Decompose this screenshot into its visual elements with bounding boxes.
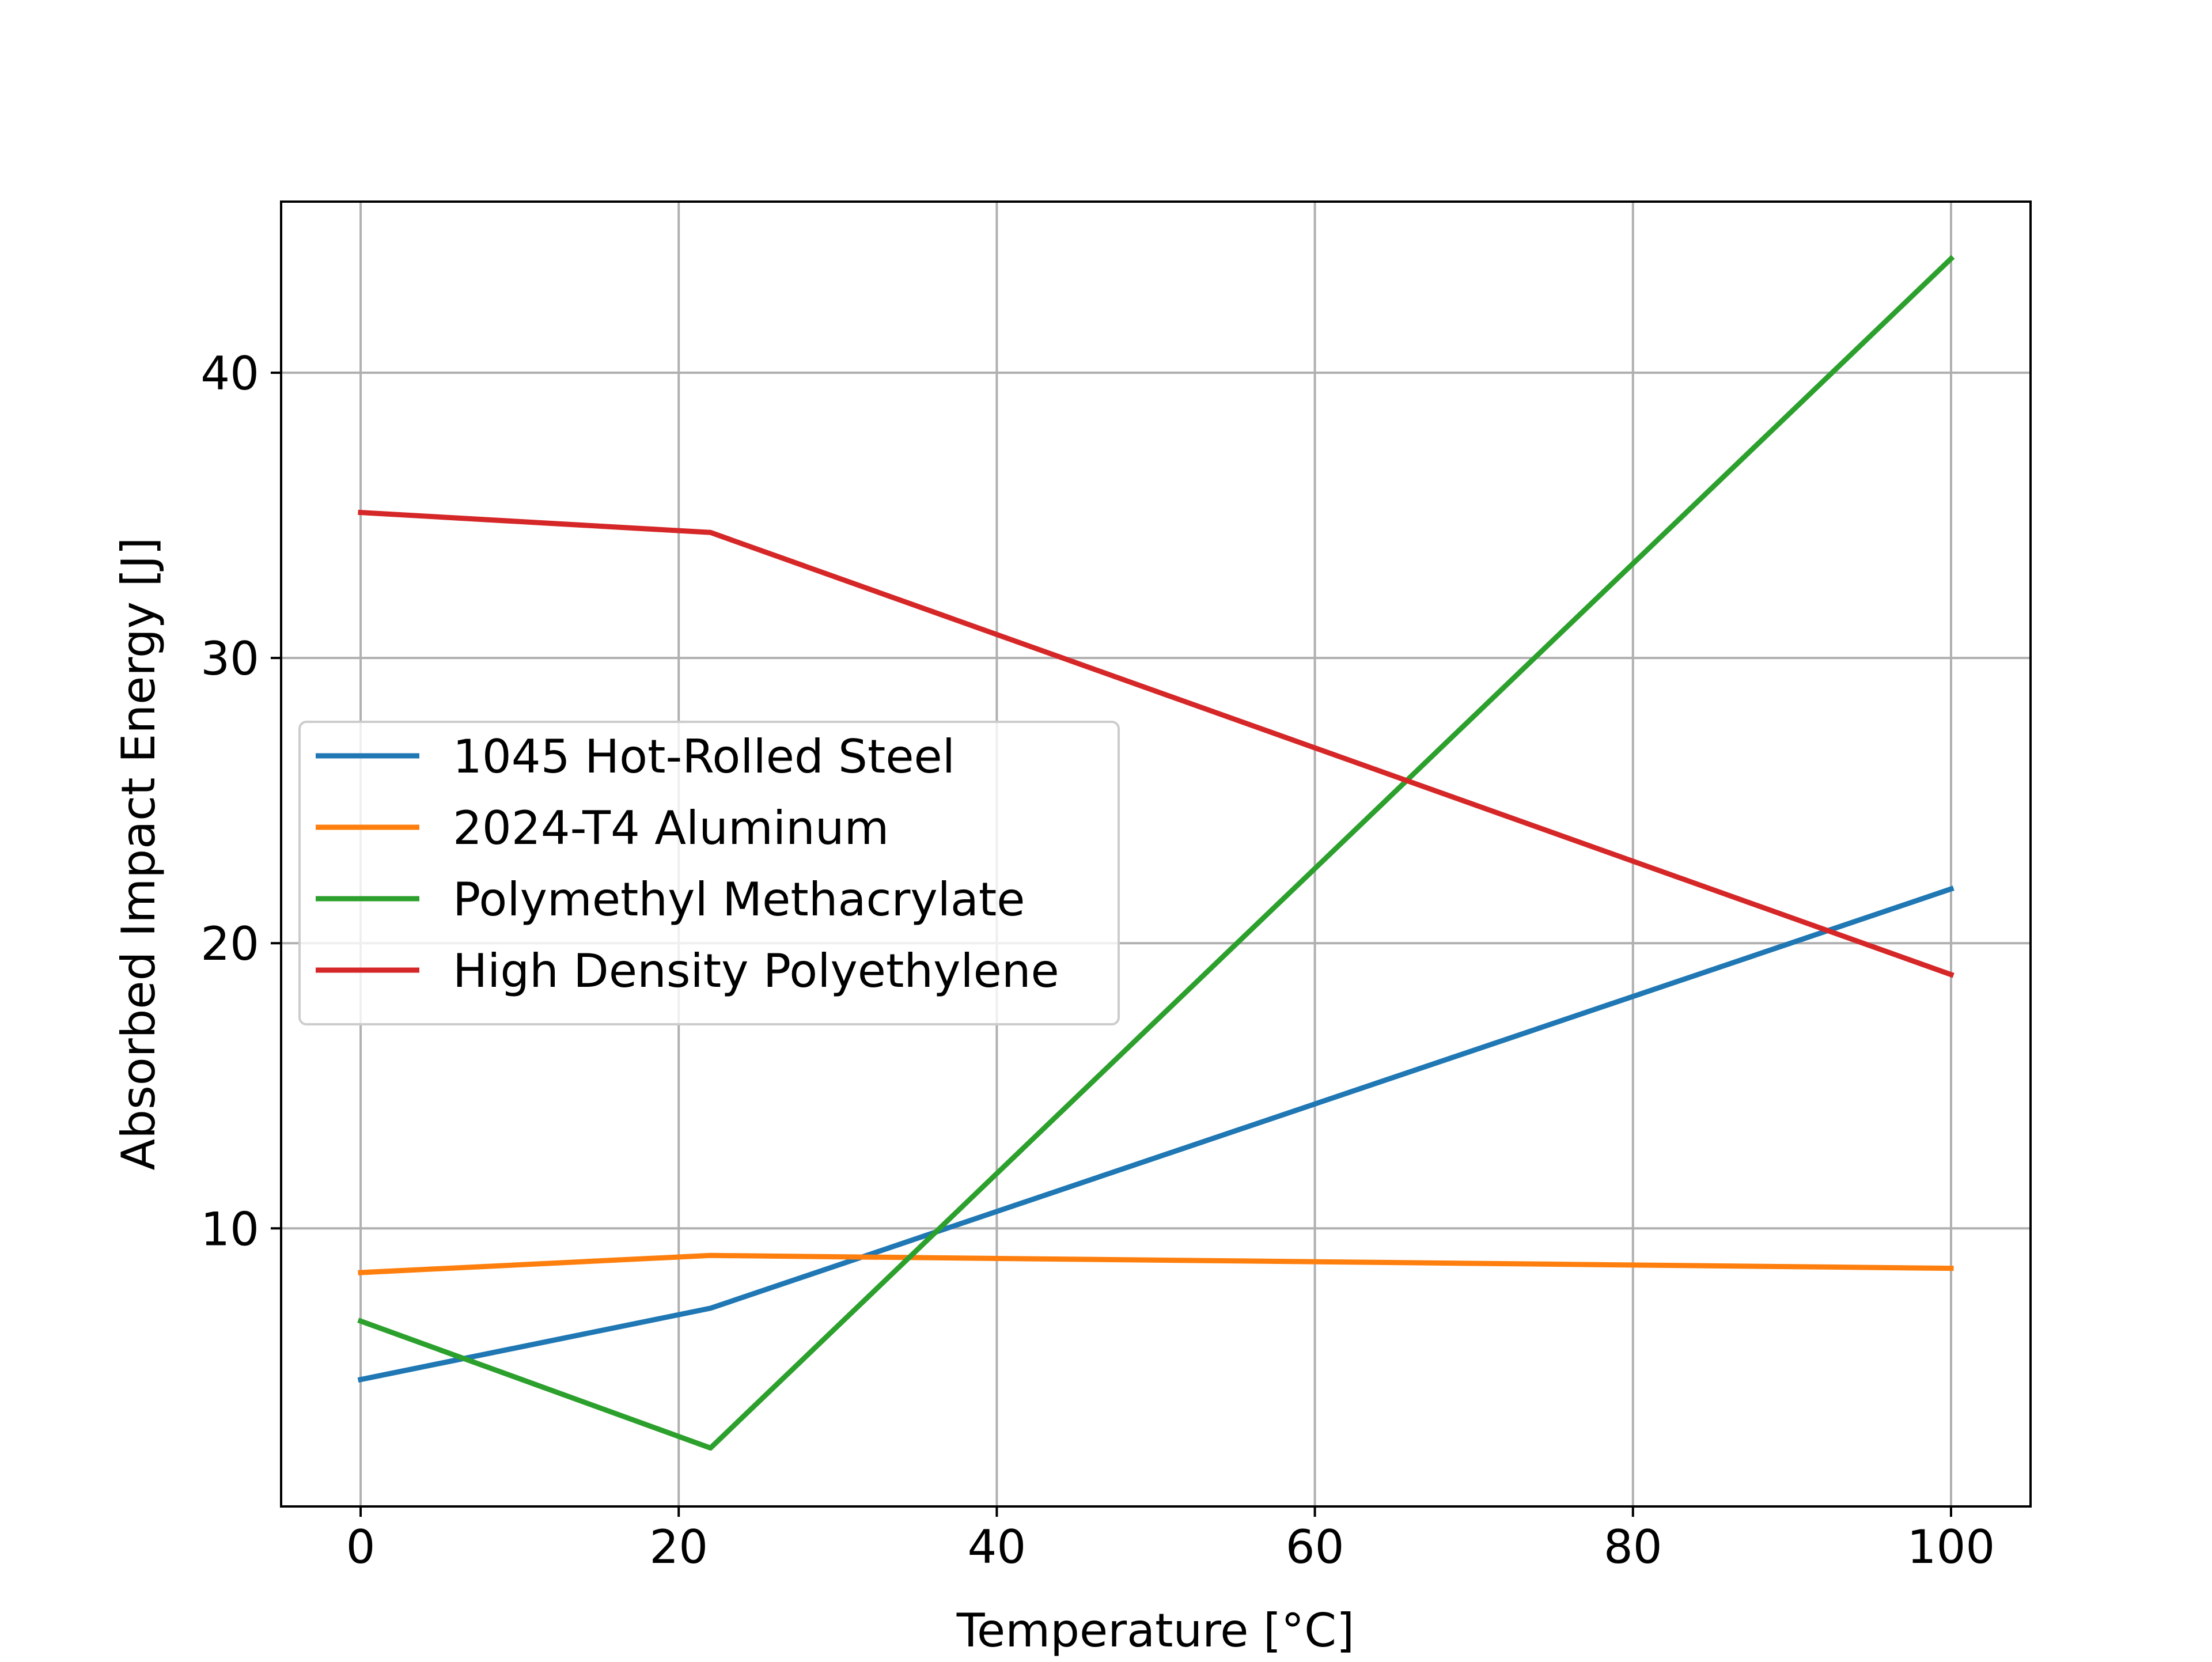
x-tick-label: 0 (346, 1520, 376, 1574)
legend-frame (298, 721, 1120, 1025)
x-axis-label: Temperature [°C] (956, 1604, 1354, 1657)
series-line-1 (357, 885, 1955, 1383)
legend-label-1: 1045 Hot-Rolled Steel (453, 730, 955, 783)
legend-label-2: 2024-T4 Aluminum (453, 801, 889, 855)
y-axis-label: Absorbed Impact Energy [J] (112, 537, 165, 1171)
legend-label-3: Polymethyl Methacrylate (453, 873, 1025, 926)
y-tick-label: 10 (200, 1202, 259, 1256)
series-line-2 (358, 1252, 1954, 1275)
axes-frame (280, 200, 2032, 1508)
y-tick-label: 20 (200, 917, 259, 971)
legend: 1045 Hot-Rolled Steel 2024-T4 Aluminum Pol… (298, 721, 1120, 1025)
series-line-3 (357, 255, 1955, 1451)
legend-label-4: High Density Polyethylene (453, 944, 1059, 998)
x-tick-label: 20 (649, 1520, 708, 1574)
y-tick-label: 40 (200, 347, 259, 400)
series-lines (357, 255, 1955, 1451)
series-line-4 (358, 509, 1955, 978)
x-tick-label: 80 (1604, 1520, 1662, 1574)
ticks: 0 20 40 60 80 100 10 20 30 40 (200, 347, 1995, 1574)
x-tick-label: 40 (968, 1520, 1027, 1574)
y-tick-label: 30 (200, 632, 259, 686)
x-tick-label: 60 (1286, 1520, 1344, 1574)
x-tick-label: 100 (1907, 1520, 1995, 1574)
